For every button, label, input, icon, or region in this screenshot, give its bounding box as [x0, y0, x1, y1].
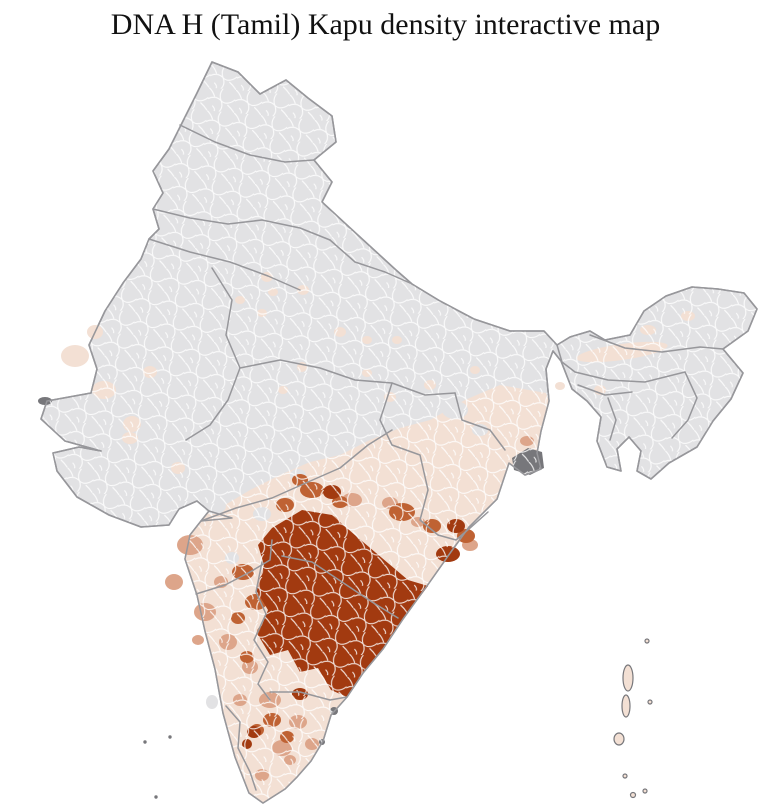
state-border-line — [454, 392, 506, 451]
state-border-line — [195, 539, 273, 595]
islet[interactable] — [622, 773, 628, 779]
islet[interactable] — [154, 795, 158, 799]
state-border-line — [148, 238, 301, 291]
state-border-line — [253, 561, 271, 701]
island[interactable] — [613, 732, 625, 746]
state-border-line — [589, 334, 724, 353]
islet[interactable] — [642, 788, 648, 794]
islet[interactable] — [168, 735, 172, 739]
district-patch[interactable] — [61, 345, 89, 367]
state-border-line — [577, 384, 633, 396]
islet[interactable] — [629, 791, 637, 799]
lakshadweep-islands[interactable] — [143, 735, 172, 799]
state-borders — [40, 61, 758, 804]
andaman-nicobar-islands[interactable] — [613, 638, 653, 799]
state-border-line — [607, 397, 617, 441]
state-border-line — [671, 371, 698, 439]
state-border-line — [556, 344, 686, 383]
state-border-line — [437, 511, 489, 541]
state-border-line — [200, 429, 393, 522]
district-patch[interactable] — [206, 695, 218, 709]
district-patch[interactable] — [192, 635, 204, 645]
state-border-line — [179, 124, 315, 163]
state-border-line — [269, 691, 348, 701]
islet[interactable] — [644, 638, 650, 644]
island[interactable] — [621, 694, 631, 718]
island[interactable] — [622, 664, 634, 692]
islet[interactable] — [647, 699, 653, 705]
state-border-line — [329, 239, 411, 284]
state-border-line — [152, 208, 331, 241]
islet[interactable] — [143, 740, 147, 744]
state-border-line — [379, 382, 439, 536]
district-patch[interactable] — [165, 574, 183, 590]
district-patch[interactable] — [555, 382, 565, 390]
state-border-line — [239, 359, 456, 396]
state-border-line — [200, 510, 233, 522]
page-title: DNA H (Tamil) Kapu density interactive m… — [110, 8, 661, 41]
district-mesh-overlay — [41, 62, 757, 803]
state-border-line — [281, 555, 399, 619]
state-border-line — [225, 705, 257, 791]
india-coastline-stroke — [40, 61, 758, 804]
